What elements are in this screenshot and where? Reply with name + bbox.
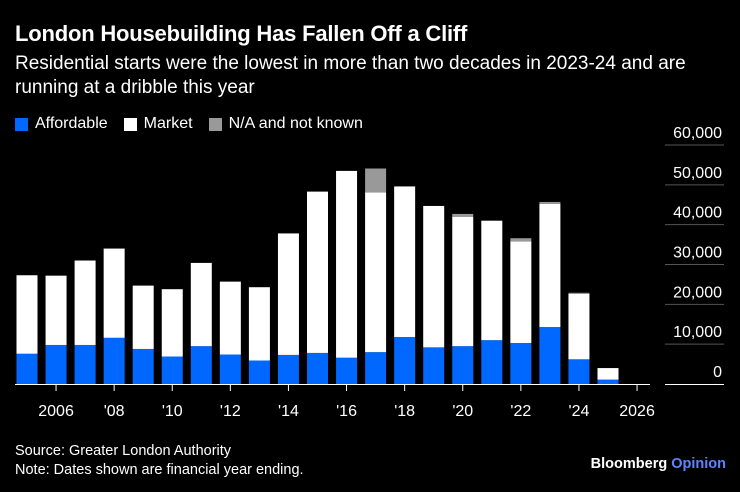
legend-item-affordable: Affordable [15,115,108,133]
bar-affordable-2009 [132,348,154,384]
bar-market-2025 [597,368,619,380]
x-tick-label: '14 [278,403,299,420]
bar-n-a-and-not-known-2022 [510,238,532,242]
x-tick-label: 2006 [38,403,74,420]
bar-n-a-and-not-known-2020 [452,213,474,217]
legend-label-not-known: N/A and not known [228,115,363,132]
bar-n-a-and-not-known-2024 [568,292,590,294]
legend-label-affordable: Affordable [35,115,108,132]
bar-affordable-2023 [539,327,561,384]
x-tick-label: '16 [336,403,357,420]
date-note: Note: Dates shown are financial year end… [15,462,304,478]
y-tick-label: 0 [713,364,722,381]
bar-market-2011 [190,262,212,347]
bar-affordable-2005 [16,353,38,384]
x-tick-label: '12 [220,403,241,420]
bar-market-2012 [219,281,241,355]
bar-market-2018 [394,186,416,337]
bar-market-2008 [103,248,125,338]
bar-affordable-2021 [481,340,503,384]
bar-affordable-2015 [307,352,328,384]
bar-market-2021 [481,220,503,341]
legend-swatch-not-known [208,117,222,131]
x-tick-label: '18 [394,403,415,420]
bar-affordable-2018 [394,336,416,384]
bar-affordable-2019 [423,347,445,384]
bar-market-2006 [45,275,67,345]
x-tick-label: '24 [569,403,590,420]
y-tick-label: 60,000 [673,125,722,142]
footer: Source: Greater London Authority Note: D… [15,442,304,480]
y-tick-label: 40,000 [673,205,722,222]
bar-affordable-2008 [103,337,125,384]
bar-affordable-2020 [452,346,474,384]
source-note: Source: Greater London Authority [15,443,232,459]
bar-market-2019 [423,205,445,348]
bar-affordable-2010 [161,356,183,384]
y-tick-label: 20,000 [673,284,722,301]
bar-affordable-2006 [45,344,67,384]
bar-affordable-2014 [277,354,299,384]
y-tick-label: 30,000 [673,245,722,262]
bar-market-2020 [452,216,474,347]
bar-market-2017 [365,192,387,353]
bar-market-2022 [510,241,532,343]
bar-market-2013 [248,287,270,361]
legend-swatch-affordable [15,117,28,131]
legend: Affordable Market N/A and not known [15,114,379,134]
y-tick-label: 50,000 [673,165,722,182]
bar-n-a-and-not-known-2023 [539,201,561,204]
legend-label-market: Market [143,115,193,132]
bar-market-2024 [568,293,590,360]
chart-subtitle: Residential starts were the lowest in mo… [15,53,686,98]
chart-title: London Housebuilding Has Fallen Off a Cl… [15,21,468,46]
bar-market-2007 [74,260,96,345]
bar-market-2010 [161,289,183,357]
x-tick-label: '08 [104,403,125,420]
legend-item-not-known: N/A and not known [208,115,363,133]
bar-market-2015 [307,191,328,353]
bar-affordable-2011 [190,346,212,384]
x-tick-label: '20 [452,403,473,420]
brand-suffix: Opinion [671,456,726,472]
bar-n-a-and-not-known-2017 [365,168,387,193]
legend-swatch-market [123,117,137,131]
bar-market-2005 [16,275,38,354]
x-tick-label: 2026 [619,403,655,420]
legend-item-market: Market [123,115,193,133]
bar-affordable-2025 [597,379,619,384]
bar-market-2014 [277,233,299,355]
y-tick-label: 10,000 [673,324,722,341]
bar-affordable-2013 [248,360,270,384]
bar-affordable-2016 [336,357,358,384]
bar-affordable-2012 [219,354,241,384]
brand-name: Bloomberg [590,456,668,472]
bar-market-2016 [336,170,358,358]
bar-affordable-2007 [74,344,96,384]
bar-market-2009 [132,285,154,349]
bloomberg-opinion-logo: Bloomberg Opinion [591,456,726,472]
bar-market-2023 [539,203,561,328]
x-tick-label: '22 [510,403,531,420]
bar-affordable-2022 [510,342,532,384]
bar-affordable-2017 [365,352,387,384]
bar-affordable-2024 [568,359,590,384]
x-tick-label: '10 [162,403,183,420]
